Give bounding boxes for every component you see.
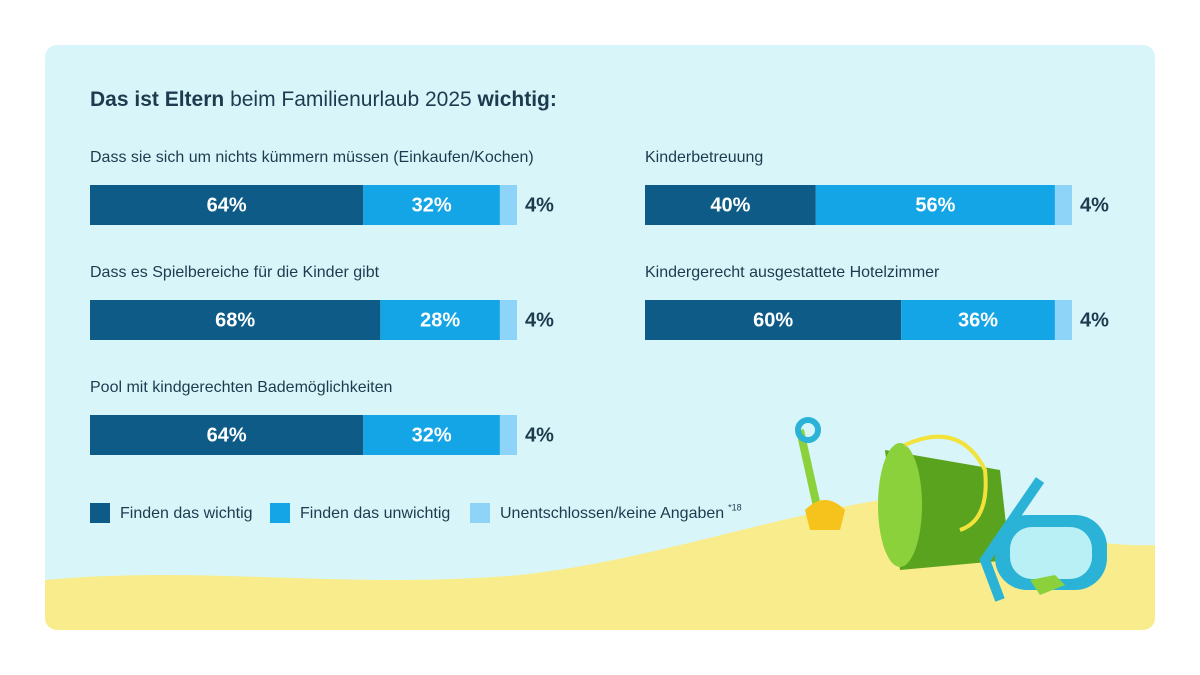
value-label: 4% bbox=[525, 424, 554, 446]
bar-segment bbox=[363, 185, 500, 225]
value-label: 56% bbox=[915, 194, 955, 216]
legend-swatch bbox=[470, 503, 490, 523]
beach bbox=[45, 417, 1155, 630]
chart-title: Das ist Eltern beim Familienurlaub 2025 … bbox=[90, 88, 557, 111]
value-label: 60% bbox=[753, 309, 793, 331]
category-label: Pool mit kindgerechten Bademöglichkeiten bbox=[90, 379, 392, 396]
value-label: 28% bbox=[420, 309, 460, 331]
bar-segment bbox=[499, 415, 517, 455]
bar-segment bbox=[90, 300, 381, 340]
value-label: 4% bbox=[525, 194, 554, 216]
bar-segment bbox=[90, 415, 364, 455]
category-label: Kinderbetreuung bbox=[645, 149, 763, 166]
legend-swatch bbox=[90, 503, 110, 523]
legend-label: Finden das wichtig bbox=[120, 505, 253, 522]
title-part: wichtig: bbox=[477, 88, 557, 111]
bar-segment bbox=[363, 415, 500, 455]
legend-label: Unentschlossen/keine Angaben bbox=[500, 505, 724, 522]
bar-segment bbox=[499, 185, 517, 225]
value-label: 40% bbox=[710, 194, 750, 216]
legend-label: Finden das unwichtig bbox=[300, 505, 450, 522]
legend-swatch bbox=[270, 503, 290, 523]
value-label: 4% bbox=[525, 309, 554, 331]
value-label: 64% bbox=[207, 194, 247, 216]
category-label: Kindergerecht ausgestattete Hotelzimmer bbox=[645, 264, 940, 281]
value-label: 32% bbox=[412, 424, 452, 446]
value-label: 4% bbox=[1080, 194, 1109, 216]
value-label: 64% bbox=[207, 424, 247, 446]
bar-segment bbox=[380, 300, 500, 340]
bar-segment bbox=[1054, 185, 1072, 225]
category-label: Dass sie sich um nichts kümmern müssen (… bbox=[90, 149, 534, 166]
value-label: 4% bbox=[1080, 309, 1109, 331]
footnote-mark: *18 bbox=[728, 502, 742, 512]
bar-segment bbox=[90, 185, 364, 225]
title-part: Das ist Eltern bbox=[90, 88, 224, 111]
value-label: 32% bbox=[412, 194, 452, 216]
bar-segment bbox=[815, 185, 1055, 225]
title-part: beim Familienurlaub 2025 bbox=[230, 88, 472, 111]
bar-segment bbox=[645, 185, 816, 225]
bar-segment bbox=[901, 300, 1055, 340]
bar-segment bbox=[499, 300, 517, 340]
value-label: 36% bbox=[958, 309, 998, 331]
category-label: Dass es Spielbereiche für die Kinder gib… bbox=[90, 264, 380, 281]
bar-segment bbox=[645, 300, 902, 340]
bar-segment bbox=[1054, 300, 1072, 340]
value-label: 68% bbox=[215, 309, 255, 331]
